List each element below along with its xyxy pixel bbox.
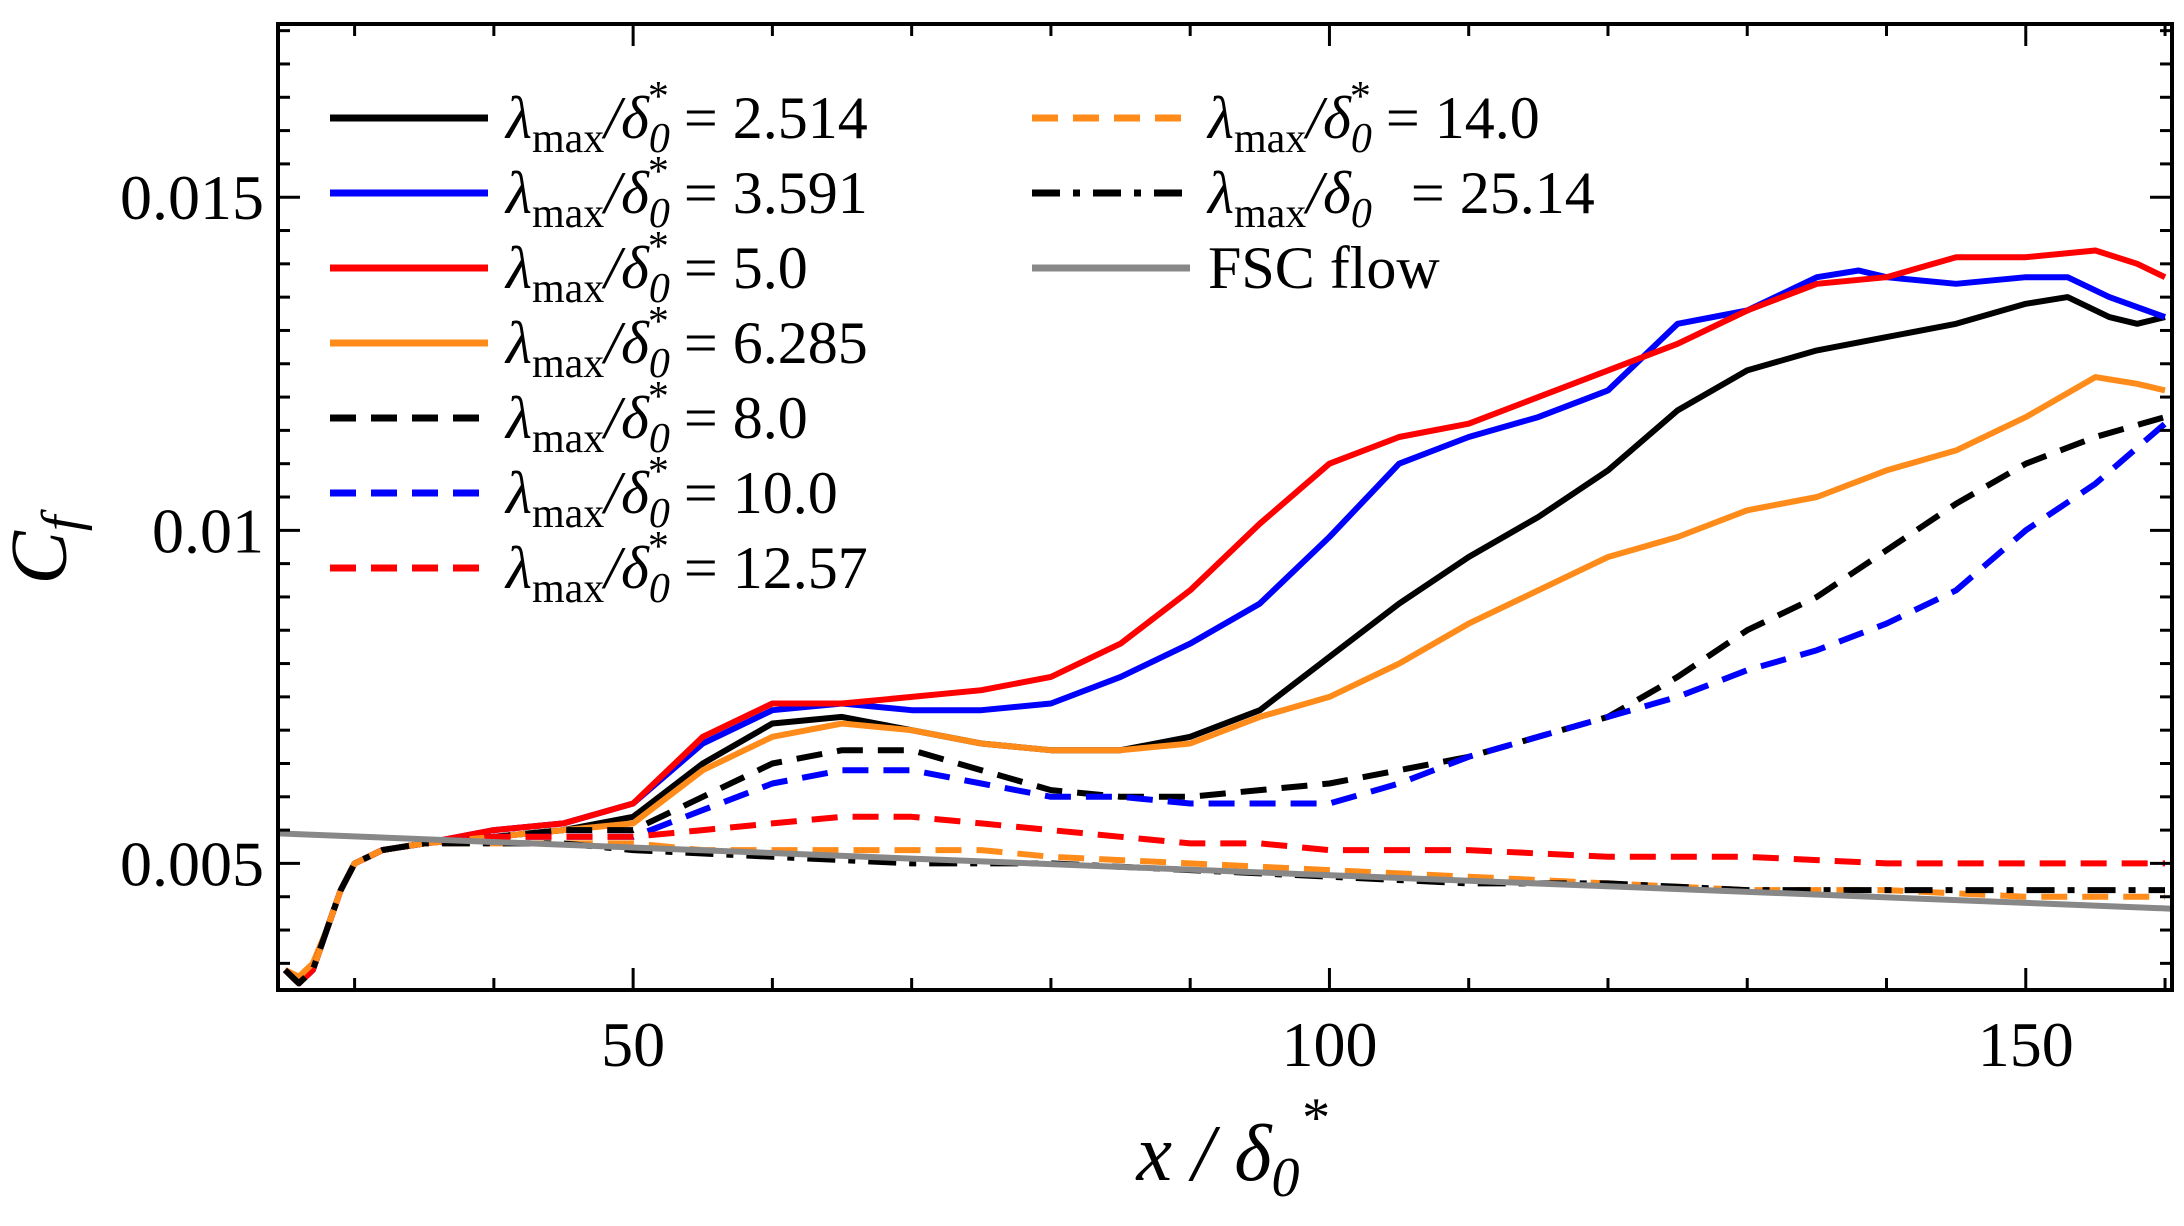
x-tick-label: 100 xyxy=(1281,1009,1377,1080)
x-tick-label: 50 xyxy=(601,1009,665,1080)
legend-label: λmax/δ0* = 14.0 xyxy=(1206,74,1540,162)
ticks-layer: 50 100 150 0.005 0.01 0.015 xyxy=(120,24,2172,1080)
legend-entry-7: λmax/δ0* = 12.57 xyxy=(330,524,868,612)
legend-label: λmax/δ0 = 25.14 xyxy=(1206,160,1595,237)
legend-label: λmax/δ0* = 12.57 xyxy=(504,524,868,612)
x-axis-label-sup: * xyxy=(1299,1087,1327,1149)
x-axis-label-sub: 0 xyxy=(1271,1147,1299,1209)
legend-entry-6: λmax/δ0* = 10.0 xyxy=(330,449,838,537)
legend-label: λmax/δ0* = 5.0 xyxy=(504,224,808,312)
legend-entry-8: λmax/δ0* = 14.0 xyxy=(1032,74,1540,162)
y-axis-label-base: C xyxy=(0,529,84,584)
legend-entry-2: λmax/δ0* = 3.591 xyxy=(330,149,868,237)
legend-entry-5: λmax/δ0* = 8.0 xyxy=(330,374,808,462)
y-axis-label-sub: f xyxy=(31,508,93,531)
legend-entry-3: λmax/δ0* = 5.0 xyxy=(330,224,808,312)
series-line-1 xyxy=(282,294,2166,987)
legend-label: FSC flow xyxy=(1208,235,1440,301)
legend-entry-9: λmax/δ0 = 25.14 xyxy=(1032,160,1595,237)
legend-label: λmax/δ0* = 10.0 xyxy=(504,449,838,537)
legend-entry-1: λmax/δ0* = 2.514 xyxy=(330,74,868,162)
legend-label: λmax/δ0* = 3.591 xyxy=(504,149,868,237)
x-axis-label-main: x / δ xyxy=(1136,1110,1274,1198)
y-tick-label: 0.005 xyxy=(120,828,264,899)
legend-entry-4: λmax/δ0* = 6.285 xyxy=(330,299,868,387)
x-tick-label: 150 xyxy=(1978,1009,2074,1080)
plot-frame xyxy=(276,22,2174,992)
y-tick-label: 0.015 xyxy=(120,162,264,233)
series-line-6 xyxy=(282,421,2167,987)
x-axis-label: x / δ0* xyxy=(1136,1087,1328,1209)
legend-label: λmax/δ0* = 2.514 xyxy=(504,74,868,162)
y-tick-label: 0.01 xyxy=(152,495,264,566)
series-line-4 xyxy=(283,374,2166,980)
series-layer xyxy=(278,247,2172,987)
series-line-10 xyxy=(278,830,2172,912)
y-axis-label: Cf xyxy=(0,508,93,584)
legend-label: λmax/δ0* = 6.285 xyxy=(504,299,868,387)
legend-label: λmax/δ0* = 8.0 xyxy=(504,374,808,462)
legend-entry-10: FSC flow xyxy=(1032,235,1440,301)
series-line-5 xyxy=(282,414,2166,987)
